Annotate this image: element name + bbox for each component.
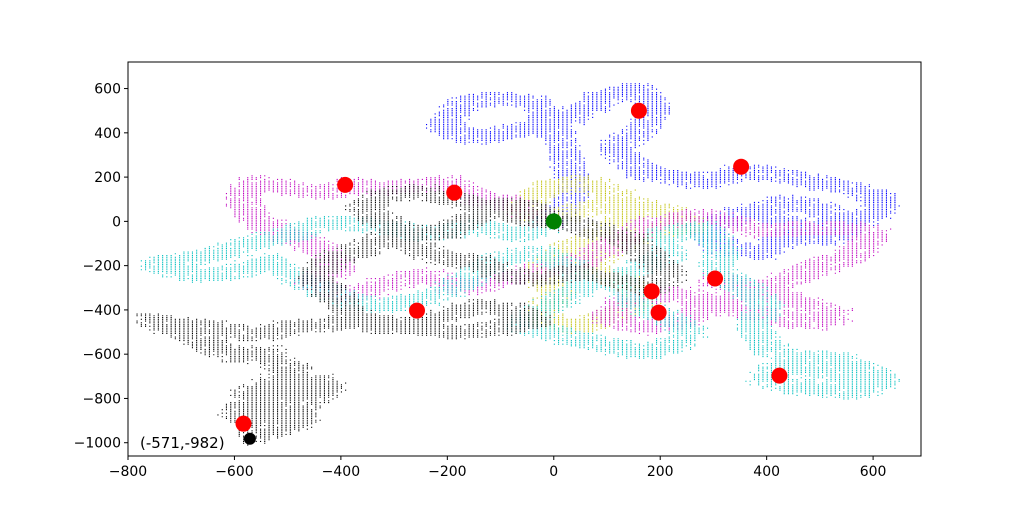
start-marker bbox=[545, 213, 562, 230]
x-tick-label: −800 bbox=[109, 464, 147, 480]
red-marker bbox=[630, 102, 647, 119]
red-marker bbox=[733, 158, 750, 175]
y-tick-label: −800 bbox=[83, 391, 121, 407]
x-tick-label: 0 bbox=[549, 464, 558, 480]
red-marker bbox=[771, 367, 788, 384]
x-tick-label: −600 bbox=[215, 464, 253, 480]
y-axis: −1000 −800 −600 −400 −200 0 200 400 600 bbox=[74, 82, 128, 452]
end-coordinate-label: (-571,-982) bbox=[140, 434, 225, 452]
x-tick-label: −200 bbox=[428, 464, 466, 480]
y-tick-label: −1000 bbox=[74, 436, 121, 452]
x-tick-label: 400 bbox=[753, 464, 780, 480]
y-tick-label: −400 bbox=[83, 303, 121, 319]
y-tick-label: −200 bbox=[83, 259, 121, 275]
red-marker bbox=[643, 283, 660, 300]
y-tick-label: 0 bbox=[112, 214, 121, 230]
walk-series-0 bbox=[426, 83, 900, 260]
red-marker bbox=[337, 176, 354, 193]
plot-frame bbox=[127, 61, 922, 457]
end-marker bbox=[243, 432, 256, 445]
y-tick-label: 600 bbox=[94, 82, 121, 98]
y-tick-label: 200 bbox=[94, 170, 121, 186]
red-marker bbox=[408, 302, 425, 319]
red-marker bbox=[707, 270, 724, 287]
walk-trails bbox=[136, 83, 900, 446]
y-tick-label: −600 bbox=[83, 347, 121, 363]
red-marker bbox=[446, 184, 463, 201]
x-tick-label: 600 bbox=[860, 464, 887, 480]
x-tick-label: 200 bbox=[647, 464, 674, 480]
x-axis: −800 −600 −400 −200 0 200 400 600 bbox=[109, 456, 887, 480]
x-tick-label: −400 bbox=[322, 464, 360, 480]
walk-trail-0 bbox=[426, 83, 900, 260]
red-marker bbox=[235, 415, 252, 432]
red-marker bbox=[650, 304, 667, 321]
markers bbox=[235, 102, 788, 445]
y-tick-label: 400 bbox=[94, 126, 121, 142]
